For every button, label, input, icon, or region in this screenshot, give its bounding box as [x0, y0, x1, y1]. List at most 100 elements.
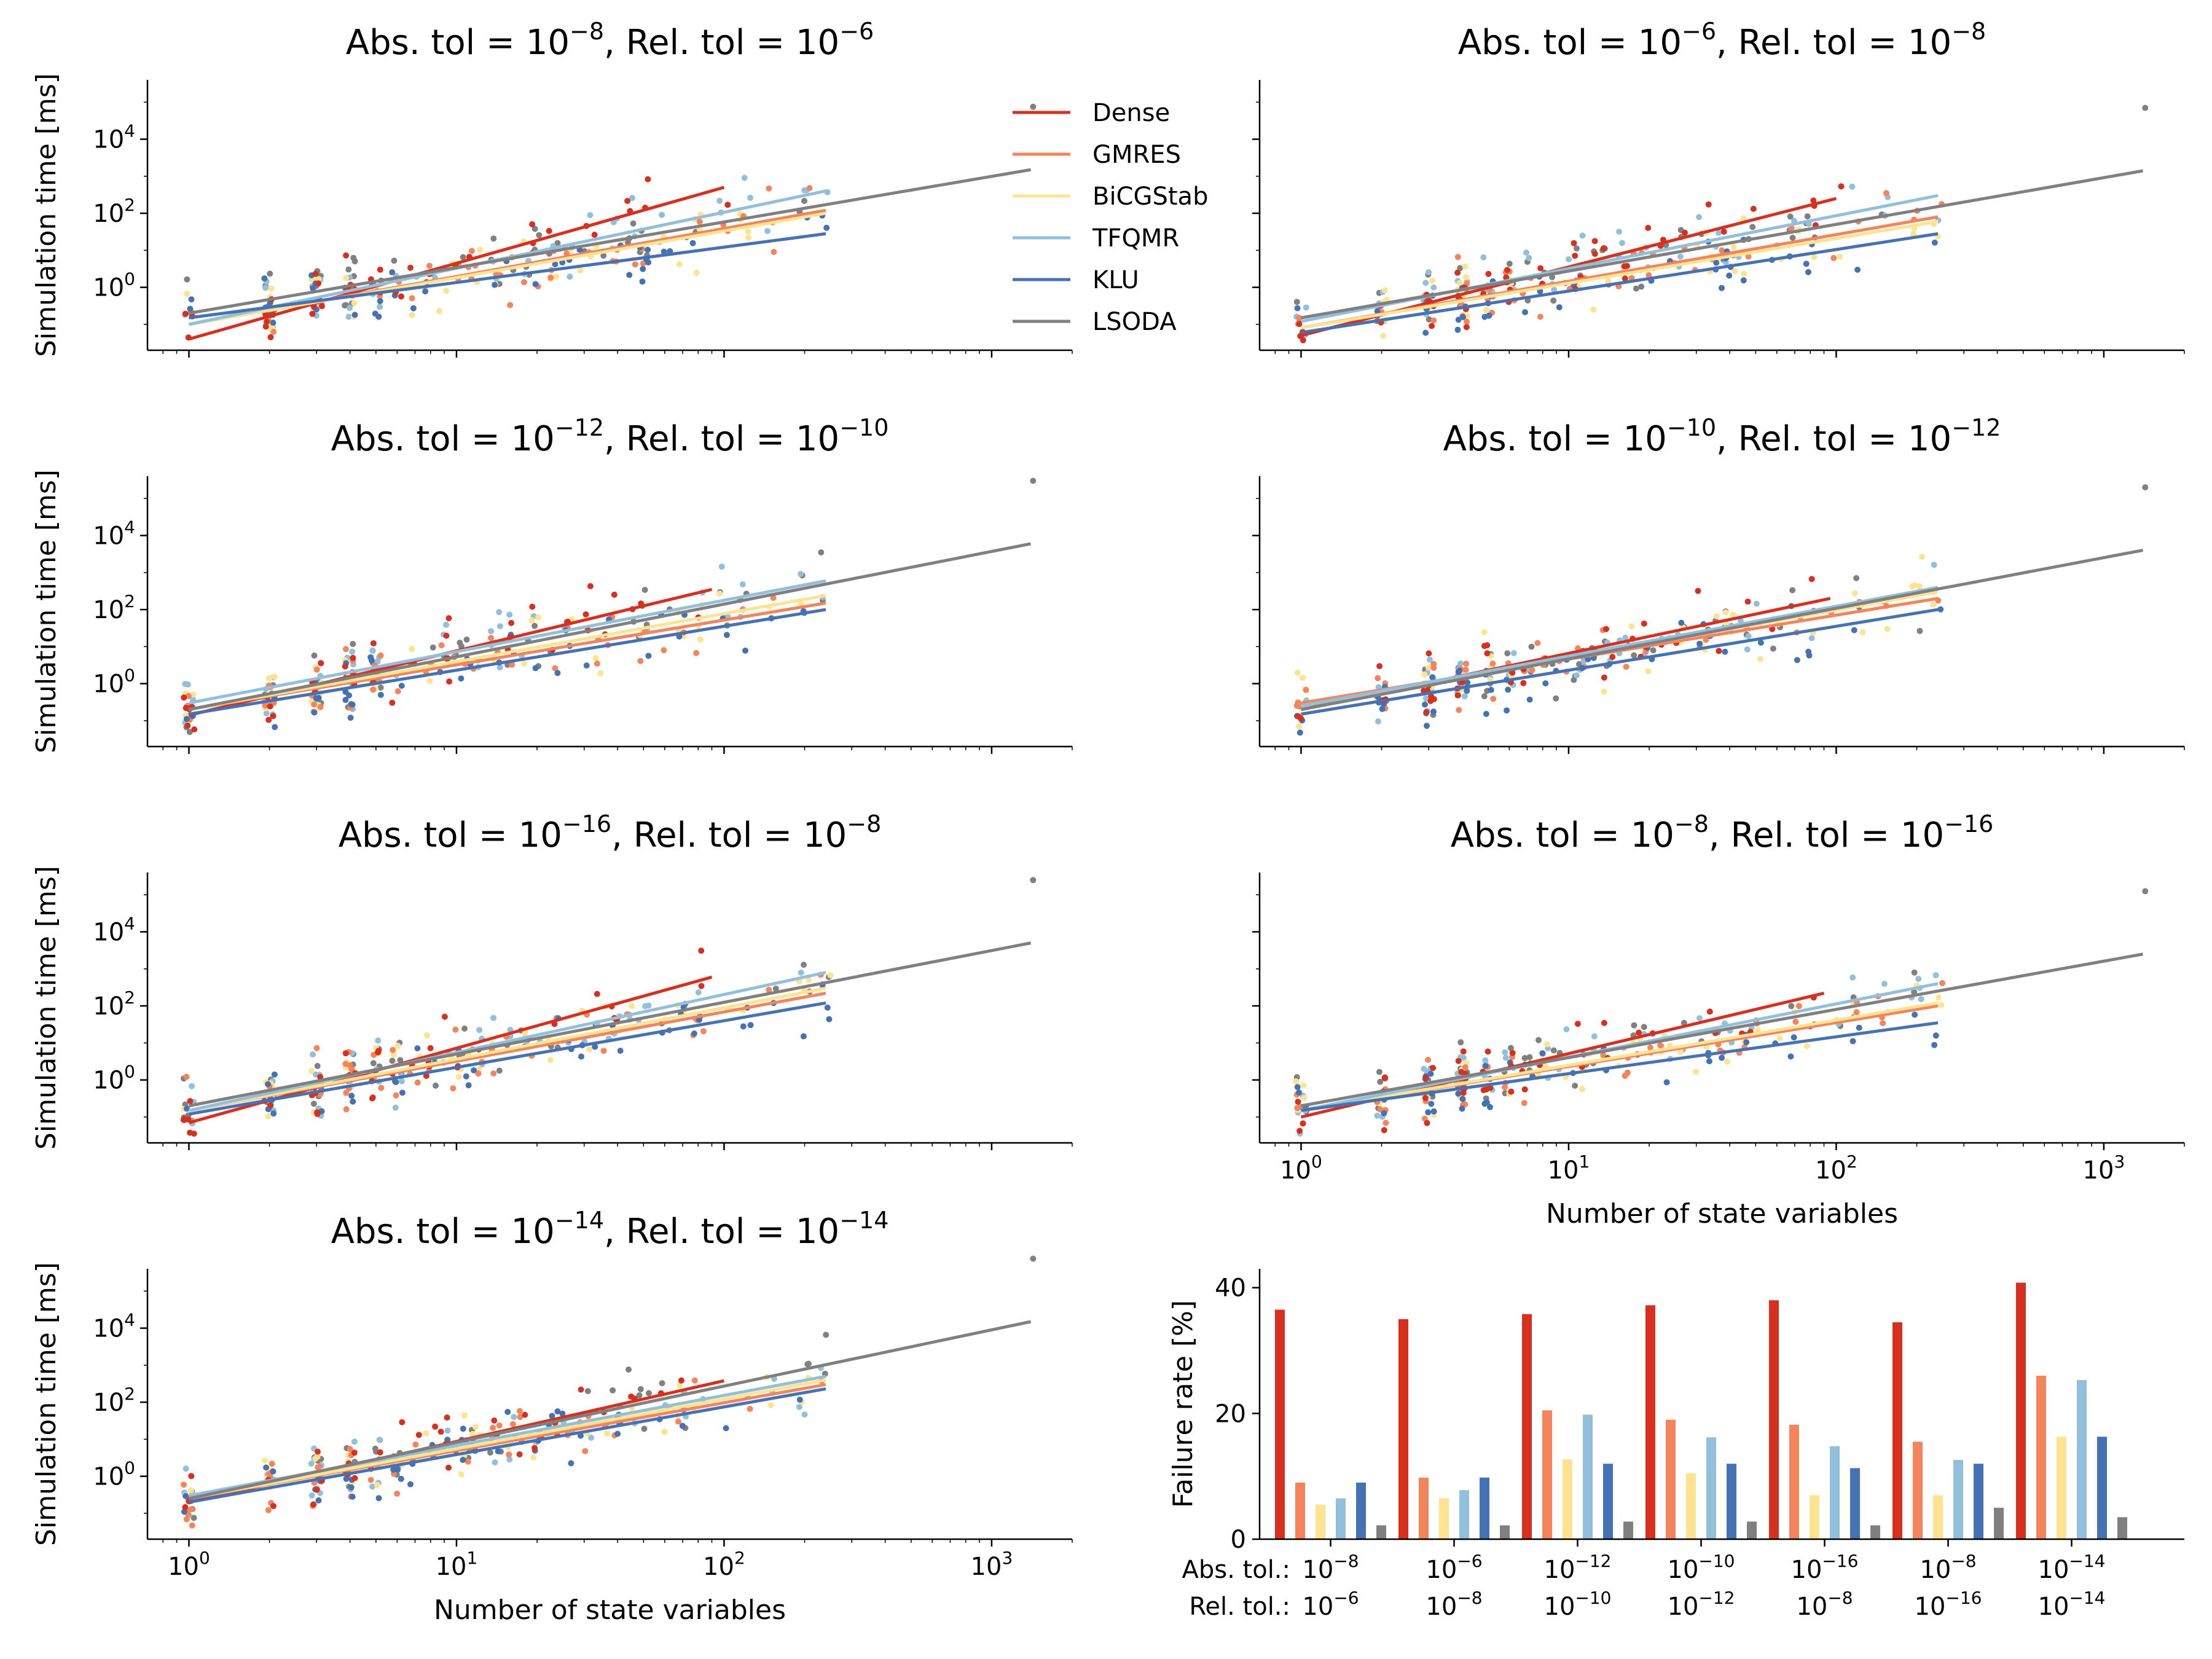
point-bicgstab — [1693, 1069, 1699, 1075]
bar-klu — [1850, 1468, 1860, 1539]
point-klu — [1425, 1109, 1432, 1116]
fit-line-lsoda — [188, 941, 1032, 1108]
point-gmres — [766, 185, 772, 192]
point-dense — [377, 1449, 383, 1456]
point-bicgstab — [1293, 1078, 1300, 1084]
fit-line-lsoda — [188, 1320, 1032, 1500]
legend-label-dense: Dense — [1092, 99, 1170, 127]
y-tick-label: 104 — [93, 914, 135, 947]
point-tfqmr — [1421, 1065, 1427, 1072]
point-klu — [1428, 1100, 1435, 1107]
point-lsoda — [531, 622, 538, 629]
point-tfqmr — [488, 628, 495, 635]
point-bicgstab — [586, 1046, 593, 1053]
point-tfqmr — [308, 1492, 315, 1499]
point-bicgstab — [827, 972, 834, 979]
point-klu — [347, 715, 354, 721]
point-tfqmr — [263, 710, 270, 716]
fit-line-bicgstab — [1301, 1001, 1939, 1112]
point-dense — [187, 1129, 194, 1136]
point-lsoda — [345, 266, 352, 273]
point-klu — [1374, 308, 1381, 315]
point-dense — [1645, 224, 1652, 231]
bar-tfqmr — [2077, 1380, 2087, 1539]
point-bicgstab — [1730, 243, 1737, 250]
point-tfqmr — [1303, 304, 1309, 311]
point-gmres — [1534, 640, 1541, 646]
point-klu — [691, 1030, 697, 1037]
y-tick-label: 104 — [93, 1310, 135, 1343]
point-tfqmr — [1696, 1015, 1703, 1022]
bar-lsoda — [1747, 1521, 1757, 1539]
point-klu — [183, 716, 190, 723]
point-tfqmr — [1375, 718, 1381, 725]
point-klu — [367, 654, 374, 661]
point-dense — [1622, 275, 1628, 282]
point-klu — [742, 647, 748, 654]
point-bicgstab — [1380, 332, 1387, 339]
point-lsoda — [610, 1387, 616, 1394]
bar-bicgstab — [2057, 1437, 2066, 1539]
point-lsoda — [350, 641, 356, 647]
point-klu — [1556, 304, 1563, 311]
point-klu — [554, 1408, 561, 1414]
point-gmres — [409, 295, 415, 302]
point-dense — [369, 1094, 376, 1101]
point-gmres — [700, 1028, 707, 1035]
x-axis-label: Number of state variables — [434, 1594, 786, 1626]
point-bicgstab — [268, 285, 275, 292]
point-gmres — [414, 1079, 421, 1086]
bar-tfqmr — [1336, 1498, 1346, 1539]
point-klu — [410, 305, 417, 312]
point-dense — [1460, 1089, 1467, 1096]
point-bicgstab — [265, 1113, 272, 1120]
point-bicgstab — [261, 1457, 268, 1464]
point-klu — [800, 1033, 807, 1040]
point-bicgstab — [597, 670, 604, 677]
fit-line-dense — [188, 186, 725, 341]
point-dense — [1480, 1087, 1487, 1094]
point-dense — [318, 660, 324, 667]
point-bicgstab — [1381, 287, 1388, 294]
point-bicgstab — [676, 261, 683, 267]
point-tfqmr — [1915, 976, 1922, 982]
point-tfqmr — [1374, 1112, 1381, 1119]
point-dense — [267, 1102, 274, 1109]
point-klu — [689, 240, 696, 246]
point-bicgstab — [1837, 253, 1843, 260]
point-bicgstab — [455, 1073, 462, 1080]
point-lsoda — [805, 1360, 812, 1367]
legend-label-lsoda: LSODA — [1092, 308, 1177, 336]
point-lsoda — [1481, 693, 1488, 700]
point-dense — [1508, 1088, 1515, 1095]
bar-dense — [1275, 1309, 1285, 1539]
point-bicgstab — [184, 291, 190, 297]
point-dense — [1296, 321, 1303, 327]
point-gmres — [1462, 1064, 1469, 1070]
point-dense — [1381, 1127, 1387, 1134]
point-lsoda — [186, 729, 193, 735]
scatter-panel-1: Abs. tol = 10−8, Rel. tol = 10−6 100 102 10… — [31, 18, 1073, 358]
point-bicgstab — [423, 1430, 429, 1437]
point-klu — [1719, 284, 1725, 291]
point-dense — [516, 1451, 523, 1457]
point-dense — [191, 726, 198, 733]
point-dense — [1454, 692, 1461, 699]
point-klu — [679, 1422, 686, 1429]
point-bicgstab — [553, 273, 559, 280]
point-lsoda — [1650, 647, 1657, 654]
point-klu — [1937, 606, 1944, 613]
point-dense — [1422, 1075, 1429, 1081]
point-tfqmr — [1457, 660, 1464, 667]
point-lsoda — [1571, 677, 1577, 683]
point-klu — [377, 691, 384, 698]
fit-line-bicgstab — [188, 986, 826, 1112]
point-dense — [1460, 1048, 1467, 1055]
point-klu — [471, 1067, 477, 1073]
point-klu — [1542, 680, 1549, 687]
point-bicgstab — [1483, 307, 1490, 313]
point-dense — [313, 1486, 320, 1493]
point-gmres — [693, 649, 700, 656]
point-klu — [532, 281, 539, 288]
point-gmres — [183, 1073, 190, 1080]
